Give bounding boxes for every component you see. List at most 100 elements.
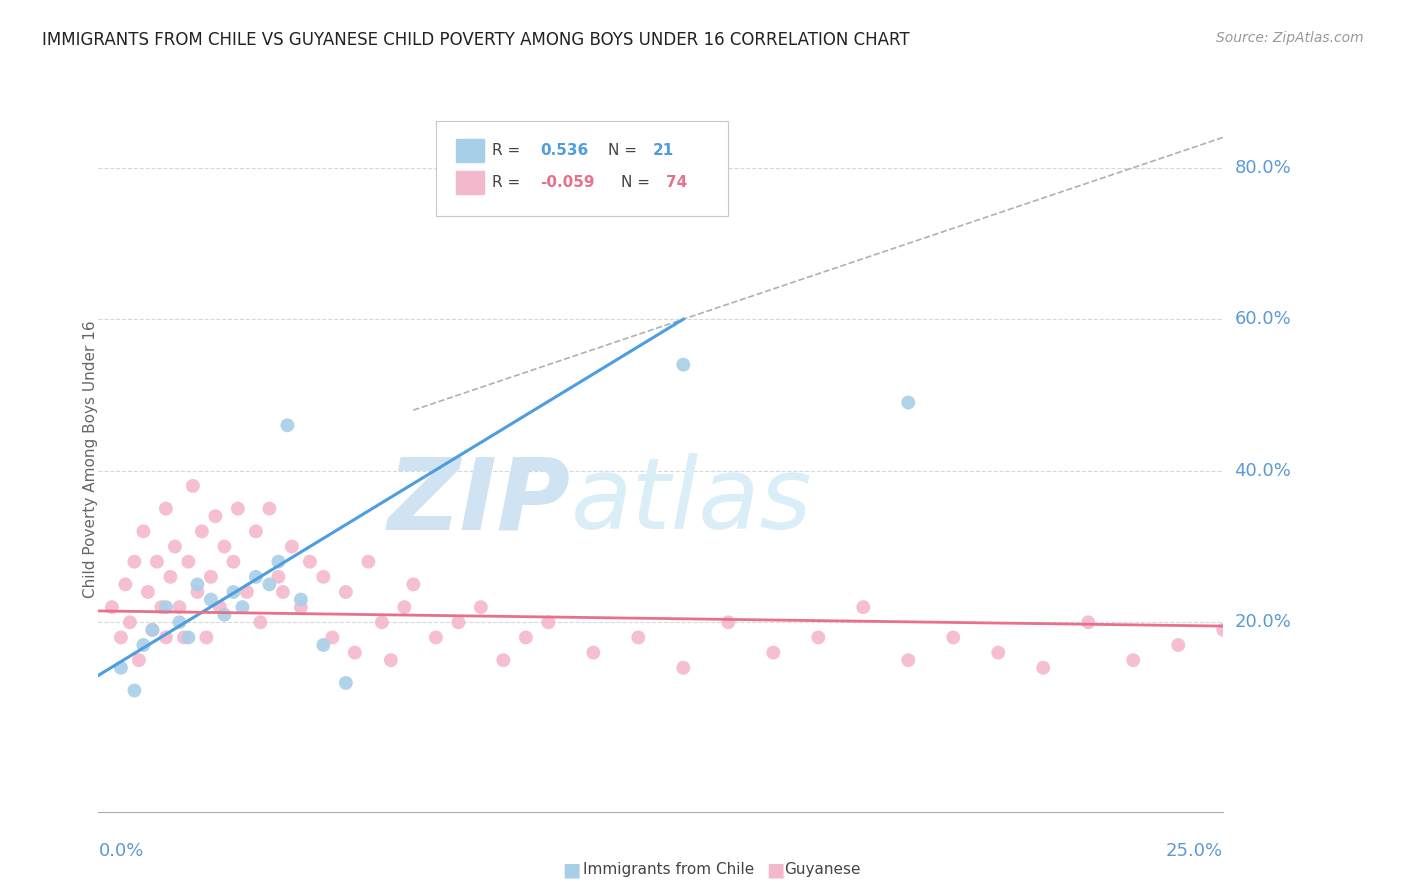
Point bbox=[1257, 653, 1279, 667]
Point bbox=[150, 600, 173, 615]
Point bbox=[163, 540, 186, 554]
Point bbox=[1302, 638, 1324, 652]
Point bbox=[186, 585, 208, 599]
Point bbox=[290, 600, 312, 615]
Point bbox=[271, 585, 294, 599]
Point bbox=[672, 661, 695, 675]
Point bbox=[195, 631, 218, 645]
Text: 80.0%: 80.0% bbox=[1234, 159, 1291, 177]
Point bbox=[394, 600, 416, 615]
Point bbox=[204, 509, 226, 524]
Bar bbox=[456, 139, 484, 162]
Point bbox=[128, 653, 150, 667]
Point bbox=[110, 661, 132, 675]
Point bbox=[231, 600, 253, 615]
Point bbox=[717, 615, 740, 630]
Point bbox=[222, 585, 245, 599]
Point bbox=[245, 570, 267, 584]
Point bbox=[627, 631, 650, 645]
Point bbox=[515, 631, 537, 645]
Y-axis label: Child Poverty Among Boys Under 16: Child Poverty Among Boys Under 16 bbox=[83, 320, 97, 599]
Point bbox=[214, 607, 236, 622]
Point bbox=[276, 418, 298, 433]
Point bbox=[191, 524, 214, 539]
Point bbox=[897, 395, 920, 409]
Point bbox=[141, 623, 163, 637]
Point bbox=[146, 555, 169, 569]
Point bbox=[402, 577, 425, 591]
Point bbox=[249, 615, 271, 630]
Point bbox=[357, 555, 380, 569]
Point bbox=[124, 555, 146, 569]
Text: 40.0%: 40.0% bbox=[1234, 462, 1291, 480]
Point bbox=[290, 592, 312, 607]
Point bbox=[1212, 623, 1234, 637]
FancyBboxPatch shape bbox=[436, 121, 728, 216]
Point bbox=[447, 615, 470, 630]
Point bbox=[762, 646, 785, 660]
Point bbox=[492, 653, 515, 667]
Point bbox=[298, 555, 321, 569]
Point bbox=[1122, 653, 1144, 667]
Point bbox=[222, 555, 245, 569]
Point bbox=[124, 683, 146, 698]
Point bbox=[267, 570, 290, 584]
Point bbox=[200, 592, 222, 607]
Point bbox=[177, 631, 200, 645]
Point bbox=[159, 570, 181, 584]
Text: Guyanese: Guyanese bbox=[785, 863, 860, 877]
Point bbox=[470, 600, 492, 615]
Point bbox=[267, 555, 290, 569]
Point bbox=[312, 638, 335, 652]
Point bbox=[110, 631, 132, 645]
Point bbox=[245, 524, 267, 539]
Point bbox=[132, 638, 155, 652]
Point bbox=[281, 540, 304, 554]
Point bbox=[236, 585, 259, 599]
Point bbox=[155, 631, 177, 645]
Text: 25.0%: 25.0% bbox=[1166, 842, 1223, 860]
Point bbox=[1392, 653, 1406, 667]
Point bbox=[1347, 646, 1369, 660]
Point bbox=[132, 524, 155, 539]
Point bbox=[380, 653, 402, 667]
Point bbox=[155, 600, 177, 615]
Point bbox=[181, 479, 204, 493]
Point bbox=[226, 501, 249, 516]
Text: -0.059: -0.059 bbox=[540, 175, 595, 190]
Point bbox=[582, 646, 605, 660]
Point bbox=[169, 600, 191, 615]
Point bbox=[852, 600, 875, 615]
Point bbox=[335, 585, 357, 599]
Point bbox=[335, 676, 357, 690]
Text: ZIP: ZIP bbox=[388, 453, 571, 550]
Point bbox=[371, 615, 394, 630]
Point bbox=[942, 631, 965, 645]
Text: Immigrants from Chile: Immigrants from Chile bbox=[583, 863, 755, 877]
Text: atlas: atlas bbox=[571, 453, 813, 550]
Text: IMMIGRANTS FROM CHILE VS GUYANESE CHILD POVERTY AMONG BOYS UNDER 16 CORRELATION : IMMIGRANTS FROM CHILE VS GUYANESE CHILD … bbox=[42, 31, 910, 49]
Point bbox=[186, 577, 208, 591]
Point bbox=[173, 631, 195, 645]
Point bbox=[259, 577, 281, 591]
Point bbox=[807, 631, 830, 645]
Point bbox=[1167, 638, 1189, 652]
Text: 60.0%: 60.0% bbox=[1234, 310, 1291, 328]
Point bbox=[101, 600, 124, 615]
Text: 74: 74 bbox=[666, 175, 688, 190]
Point bbox=[177, 555, 200, 569]
Point bbox=[118, 615, 141, 630]
Point bbox=[155, 501, 177, 516]
Point bbox=[425, 631, 447, 645]
Text: ■: ■ bbox=[766, 860, 785, 880]
Point bbox=[208, 600, 231, 615]
Bar bbox=[456, 171, 484, 194]
Point bbox=[897, 653, 920, 667]
Text: 0.536: 0.536 bbox=[540, 144, 589, 158]
Text: R =: R = bbox=[492, 175, 520, 190]
Point bbox=[1077, 615, 1099, 630]
Point bbox=[987, 646, 1010, 660]
Text: 0.0%: 0.0% bbox=[98, 842, 143, 860]
Point bbox=[259, 501, 281, 516]
Text: 20.0%: 20.0% bbox=[1234, 614, 1291, 632]
